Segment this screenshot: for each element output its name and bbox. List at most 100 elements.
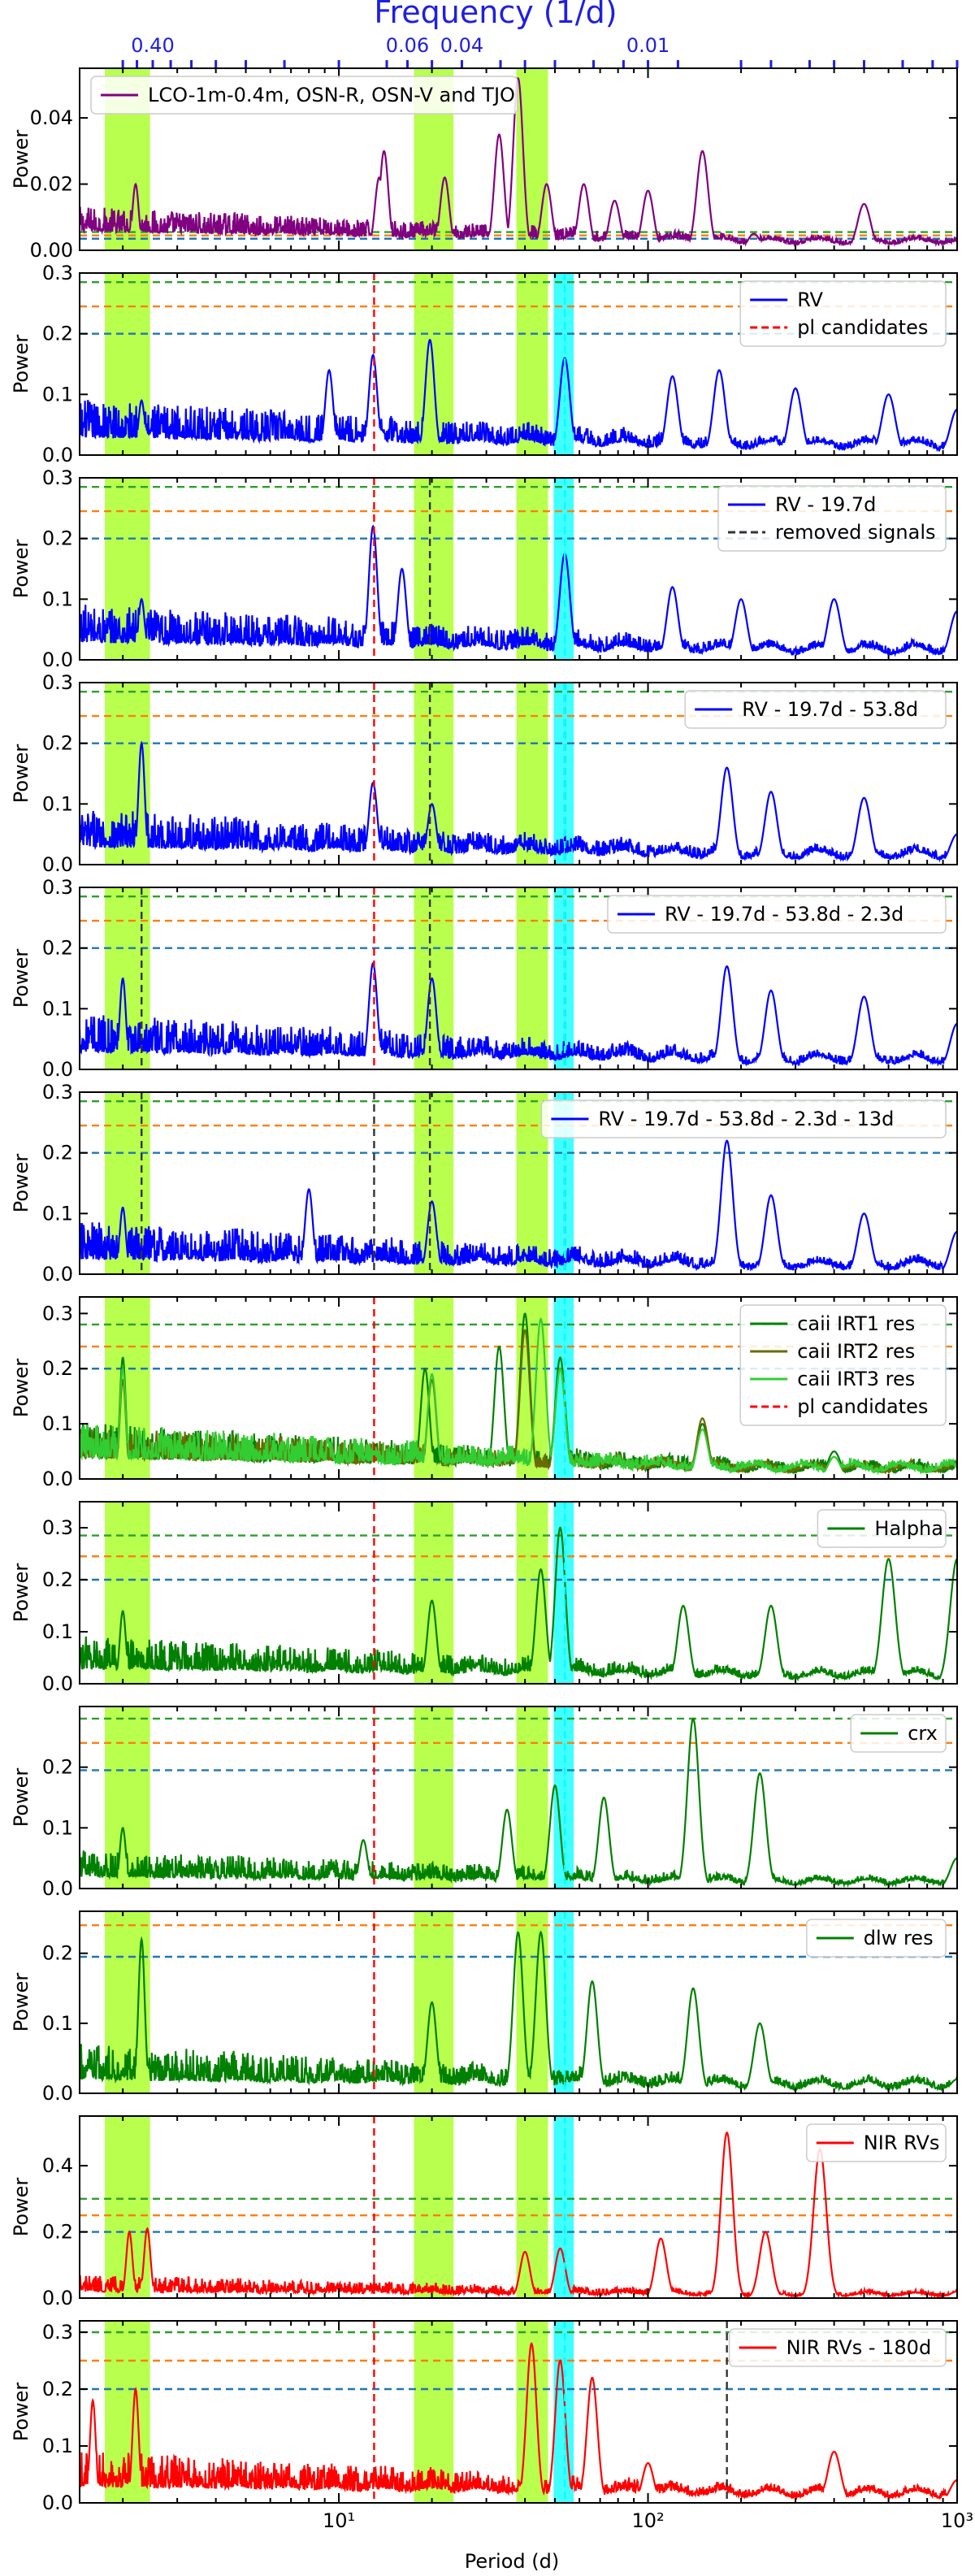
panel-frame	[79, 2320, 958, 2504]
y-tick-label: 0.2	[42, 937, 73, 960]
panel-frame	[79, 477, 958, 661]
y-tick-label: 0.2	[42, 1357, 73, 1380]
series-line-RV	[80, 339, 957, 453]
legend-box	[607, 895, 947, 934]
legend: RV - 19.7d - 53.8d	[684, 690, 947, 729]
y-axis-label: Power	[10, 949, 32, 1008]
green-band	[414, 1911, 454, 2093]
series-line-crx	[80, 1717, 957, 1889]
y-axis-label: Power	[10, 1563, 32, 1623]
legend-label: RV	[797, 288, 823, 311]
panel-frame	[79, 2115, 958, 2299]
series-line-NIR RVs	[80, 2131, 957, 2298]
y-tick-label: 0.3	[42, 262, 73, 284]
y-axis-label: Power	[10, 1359, 32, 1418]
y-tick-label: 0.1	[42, 1620, 73, 1643]
legend: Halpha	[817, 1509, 947, 1548]
y-tick-label: 0.3	[42, 1302, 73, 1325]
panel-rv4: 0.0 0.1 0.2 0.3 Power RV - 19.7d - 53.8d - 2.…	[10, 1081, 958, 1286]
legend-label: caii IRT3 res	[797, 1368, 915, 1390]
panel-plot-area	[80, 1911, 957, 2093]
y-tick-label: 0.1	[42, 588, 73, 610]
y-tick-label: 0.0	[42, 2491, 73, 2514]
green-band	[414, 2116, 454, 2298]
y-tick-label: 0.2	[42, 2378, 73, 2400]
y-axis-label: Power	[10, 1154, 32, 1213]
y-axis-label: Power	[10, 1768, 32, 1828]
frequency-axis-title: Frequency (1/d)	[374, 0, 617, 30]
legend-label: dlw res	[864, 1927, 934, 1949]
frequency-tick-label: 0.40	[131, 34, 174, 57]
panel-nir2: 0.0 0.1 0.2 0.3 Power NIR RVs - 180d	[10, 2320, 958, 2514]
legend-box	[850, 1714, 947, 1753]
y-tick-label: 0.00	[30, 239, 73, 262]
frequency-tick-label: 0.06	[386, 34, 429, 57]
panel-plot-area	[80, 2321, 957, 2503]
legend: RV pl candidates	[739, 280, 947, 347]
series-line-caii IRT3 res	[80, 1317, 957, 1476]
y-tick-label: 0.3	[42, 2321, 73, 2344]
y-axis-label: Power	[10, 744, 32, 804]
panel-frame	[79, 1091, 958, 1275]
y-tick-label: 0.2	[42, 2221, 73, 2244]
green-band	[516, 478, 548, 660]
y-tick-label: 0.0	[42, 1468, 73, 1490]
legend-label: RV - 19.7d - 53.8d	[742, 698, 918, 721]
panel-plot-area	[80, 1706, 957, 1889]
legend-label: Halpha	[874, 1517, 943, 1540]
y-tick-label: 0.1	[42, 792, 73, 815]
legend-label: RV - 19.7d	[775, 493, 876, 516]
y-tick-label: 0.0	[42, 1877, 73, 1900]
panel-frame	[79, 272, 958, 456]
panel-dlw: 0.0 0.1 0.2 Power dlw res	[10, 1910, 958, 2105]
legend: crx	[850, 1714, 947, 1753]
series-line-Halpha	[80, 1526, 957, 1682]
y-tick-label: 0.1	[42, 1816, 73, 1839]
panel-frame	[79, 1296, 958, 1480]
legend-box	[806, 2123, 947, 2162]
y-axis-label: Power	[10, 130, 32, 189]
green-band	[516, 887, 548, 1069]
series-line-RV - 19.7d	[80, 524, 957, 657]
legend-box	[728, 2328, 947, 2367]
y-tick-label: 0.0	[42, 2287, 73, 2309]
cyan-band	[553, 887, 574, 1069]
legend: LCO-1m-0.4m, OSN-R, OSN-V and TJO	[90, 76, 518, 115]
y-tick-label: 0.0	[42, 1672, 73, 1695]
x-tick-label: 10¹	[323, 2509, 355, 2532]
cyan-band	[553, 683, 574, 865]
panel-plot-area	[80, 1297, 957, 1479]
panel-rv3: 0.0 0.1 0.2 0.3 Power RV - 19.7d - 53.8d - 2.…	[10, 876, 958, 1081]
legend-label: caii IRT2 res	[797, 1340, 915, 1363]
green-band	[516, 1706, 548, 1889]
series-line-RV - 19.7d - 53.8d	[80, 740, 957, 863]
y-tick-label: 0.1	[42, 997, 73, 1020]
legend-label: pl candidates	[797, 316, 928, 339]
y-tick-label: 0.0	[42, 2082, 73, 2105]
panel-frame	[79, 682, 958, 865]
legend-box	[684, 690, 947, 729]
green-band	[516, 683, 548, 865]
green-band	[414, 1502, 454, 1684]
y-tick-label: 0.1	[42, 1202, 73, 1225]
cyan-band	[553, 1911, 574, 2093]
frequency-axis: 0.40 0.06 0.04 0.01	[121, 34, 959, 68]
legend-label: caii IRT1 res	[797, 1312, 915, 1335]
panel-crx: 0.0 0.1 0.2 Power crx	[10, 1706, 958, 1900]
series-line-RV - 19.7d - 53.8d - 2.3d	[80, 961, 957, 1067]
legend-box	[717, 485, 947, 552]
panel-nir: 0.0 0.2 0.4 Power NIR RVs	[10, 2115, 958, 2309]
y-tick-label: 0.3	[42, 466, 73, 489]
panel-rv1: 0.0 0.1 0.2 0.3 Power RV - 19.7d removed signa…	[10, 466, 958, 671]
panel-frame	[79, 67, 958, 251]
cyan-band	[553, 2116, 574, 2298]
y-tick-label: 0.0	[42, 1263, 73, 1286]
y-tick-label: 0.2	[42, 527, 73, 550]
legend: dlw res	[806, 1919, 947, 1958]
y-axis-label: Power	[10, 540, 32, 599]
legend-label: RV - 19.7d - 53.8d - 2.3d	[665, 903, 904, 926]
legend: RV - 19.7d - 53.8d - 2.3d	[607, 895, 947, 934]
green-band	[516, 273, 548, 455]
y-tick-label: 0.2	[42, 1942, 73, 1965]
